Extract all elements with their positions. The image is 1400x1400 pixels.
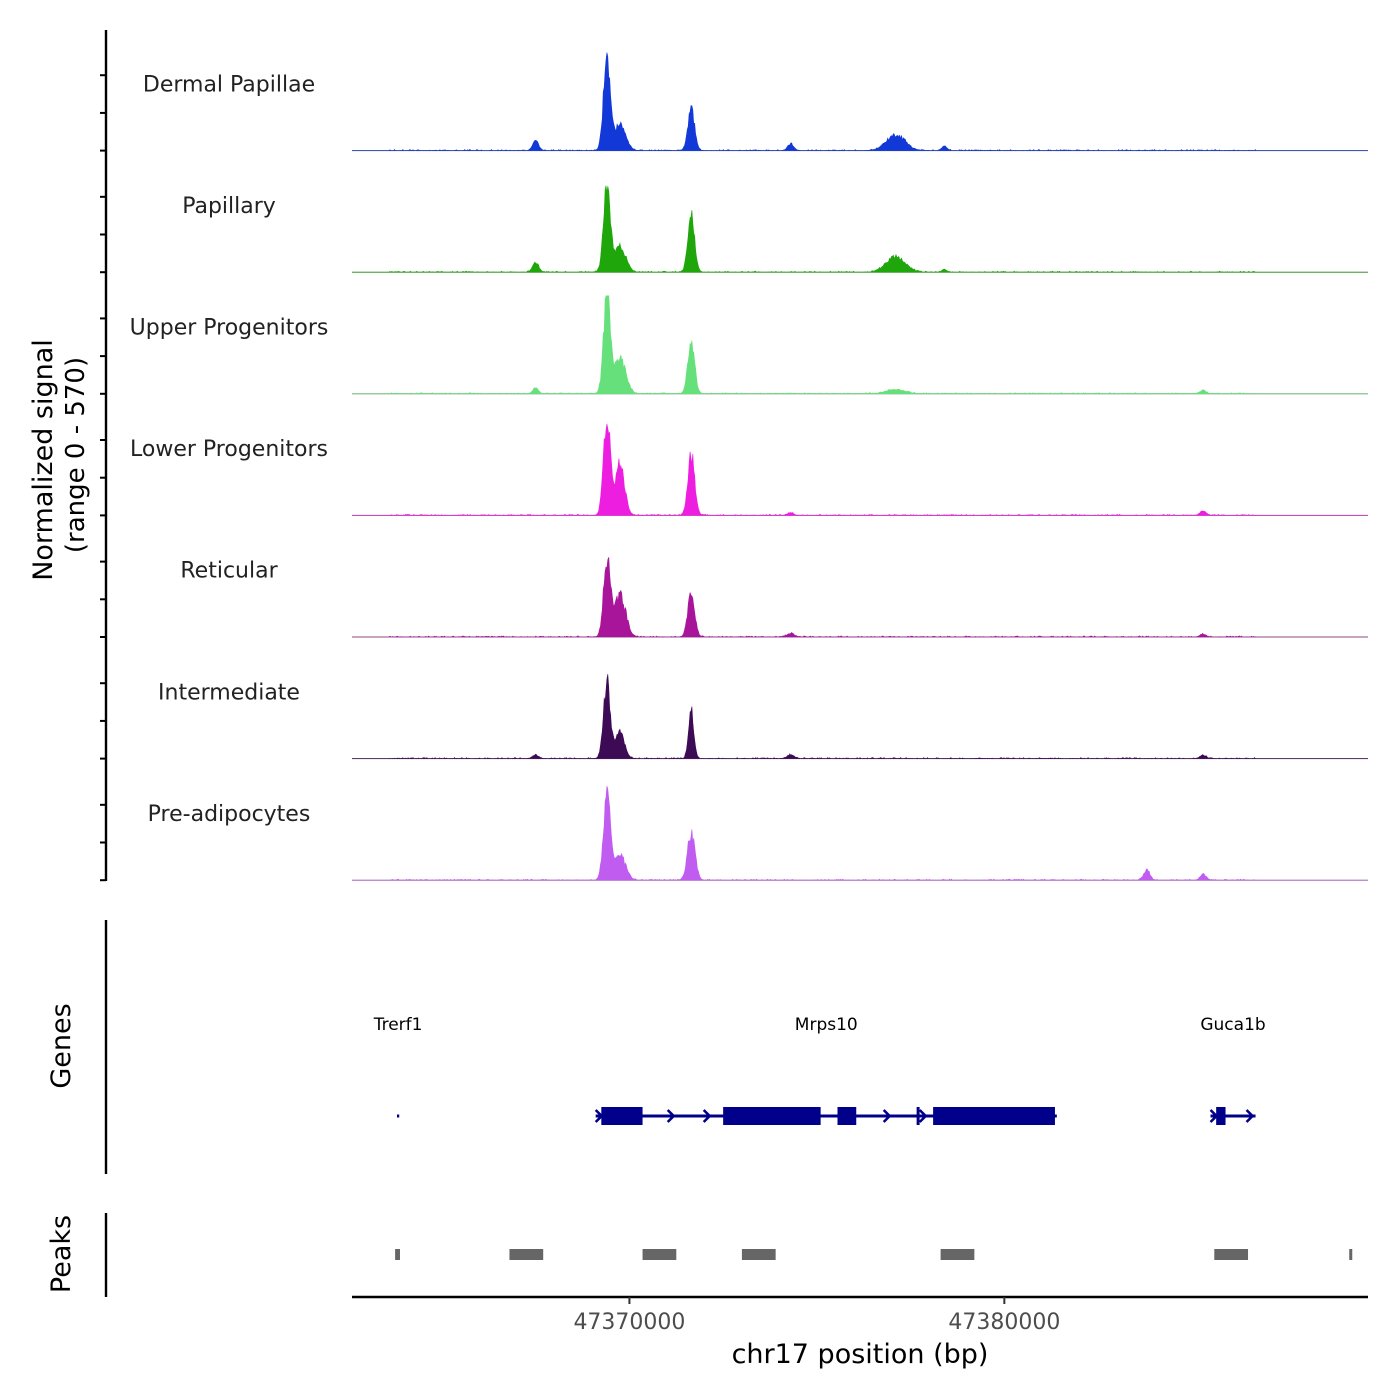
track-lower-progenitors: Lower Progenitors — [130, 423, 1368, 516]
axes: 47370000 47380000 — [100, 30, 1368, 1335]
gene-label: Trerf1 — [373, 1015, 423, 1035]
peak-region — [1214, 1249, 1249, 1260]
strand-chevron — [702, 1109, 712, 1123]
track-pre-adipocytes: Pre-adipocytes — [148, 786, 1368, 881]
signal-area — [352, 295, 1368, 395]
track-label: Lower Progenitors — [130, 437, 328, 462]
track-label: Papillary — [182, 194, 276, 219]
signal-area — [352, 423, 1368, 516]
track-papillary: Papillary — [182, 185, 1368, 273]
peak-region — [395, 1249, 400, 1260]
exon-block — [1216, 1107, 1226, 1125]
exon-block — [933, 1107, 1055, 1125]
strand-chevron — [882, 1109, 892, 1123]
gene-mrps10: Mrps10 — [594, 1015, 1057, 1125]
y-axis-range: (range 0 - 570) — [61, 357, 91, 553]
x-axis-title: chr17 position (bp) — [732, 1339, 989, 1370]
strand-chevron — [1245, 1109, 1255, 1123]
signal-area — [352, 786, 1368, 881]
track-label: Intermediate — [158, 680, 300, 705]
track-intermediate: Intermediate — [158, 674, 1368, 760]
exon-block — [723, 1107, 821, 1125]
track-dermal-papillae: Dermal Papillae — [143, 52, 1368, 152]
peak-region — [509, 1249, 544, 1260]
peak-region — [940, 1249, 975, 1260]
track-label: Upper Progenitors — [130, 316, 329, 341]
track-label: Pre-adipocytes — [148, 802, 311, 827]
exon-block — [601, 1107, 643, 1125]
peak-region — [642, 1249, 677, 1260]
signal-area — [352, 674, 1368, 760]
strand-chevron — [666, 1109, 676, 1123]
strand-chevron — [918, 1109, 928, 1123]
signal-area — [352, 185, 1368, 273]
peak-region — [741, 1249, 776, 1260]
gene-track: Trerf1 Mrps10 Guca1b — [373, 1015, 1266, 1125]
peak-track — [395, 1249, 1353, 1260]
track-label: Reticular — [180, 559, 278, 584]
y-axis-title: Normalized signal — [28, 339, 59, 581]
gene-guca1b: Guca1b — [1200, 1015, 1266, 1125]
x-tick-label: 47380000 — [948, 1310, 1060, 1335]
signal-area — [352, 52, 1368, 152]
genes-track-title: Genes — [46, 1003, 77, 1088]
track-upper-progenitors: Upper Progenitors — [130, 295, 1368, 395]
signal-area — [352, 557, 1368, 638]
gene-label: Guca1b — [1200, 1015, 1265, 1035]
peaks-track-title: Peaks — [46, 1215, 77, 1293]
gene-label: Mrps10 — [795, 1015, 858, 1035]
exon-block — [837, 1107, 857, 1125]
coverage-tracks: Dermal Papillae Papillary Upper Progenitor… — [130, 52, 1368, 881]
track-label: Dermal Papillae — [143, 72, 315, 97]
x-tick-label: 47370000 — [573, 1310, 685, 1335]
gene-trerf1: Trerf1 — [373, 1015, 423, 1118]
peak-region — [1349, 1249, 1353, 1260]
track-reticular: Reticular — [180, 557, 1368, 638]
